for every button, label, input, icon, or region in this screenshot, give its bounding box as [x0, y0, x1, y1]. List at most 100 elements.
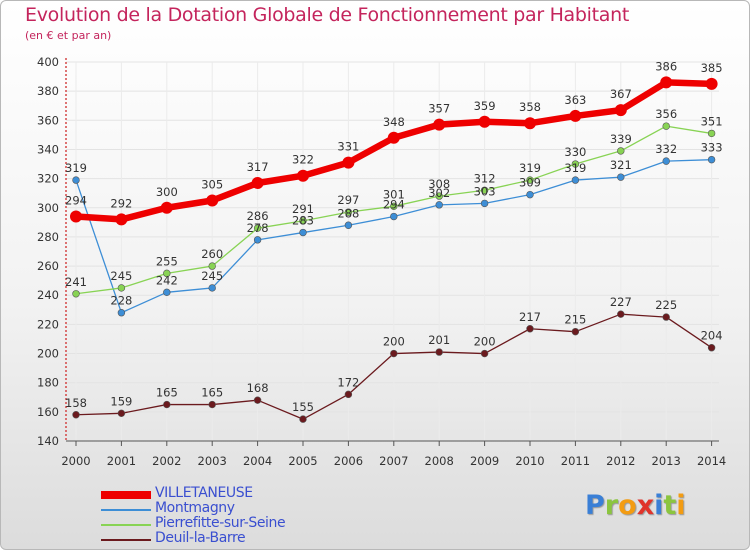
logo-letter: P	[585, 490, 605, 521]
data-label-pierrefitte-2006: 297	[337, 193, 359, 207]
y-tick-label-200: 200	[37, 347, 59, 361]
data-label-deuil-2004: 168	[247, 381, 269, 395]
data-label-villetaneuse-2011: 363	[564, 93, 586, 107]
logo-letter: r	[604, 490, 619, 521]
gridlines	[66, 61, 719, 442]
data-label-deuil-2010: 217	[519, 310, 541, 324]
data-label-montmagny-2014: 333	[701, 141, 723, 155]
point-deuil-2008	[435, 348, 443, 356]
point-villetaneuse-2011	[569, 109, 582, 122]
y-tick-label-340: 340	[37, 142, 59, 156]
point-pierrefitte-2011	[571, 160, 580, 168]
point-deuil-2007	[390, 349, 398, 358]
data-label-montmagny-2013: 332	[655, 142, 677, 156]
point-deuil-2005	[299, 415, 307, 423]
data-label-villetaneuse-2007: 348	[383, 115, 405, 129]
y-tick-label-280: 280	[37, 230, 59, 244]
legend-swatch-deuil	[101, 539, 151, 541]
point-pierrefitte-2001	[117, 284, 126, 292]
point-villetaneuse-2012	[614, 104, 627, 117]
x-tick-label-2005: 2005	[288, 454, 317, 468]
point-pierrefitte-2006	[344, 208, 353, 216]
data-label-villetaneuse-2004: 317	[247, 160, 269, 174]
x-tick-label-2006: 2006	[334, 454, 363, 468]
legend-swatch-pierrefitte	[101, 524, 151, 526]
point-villetaneuse-2000	[70, 210, 82, 223]
data-label-villetaneuse-2012: 367	[610, 87, 632, 101]
data-label-deuil-2014: 204	[701, 329, 723, 343]
point-pierrefitte-2010	[526, 176, 534, 184]
data-label-pierrefitte-2002: 255	[156, 254, 178, 268]
y-tick-label-260: 260	[37, 259, 59, 273]
data-label-deuil-2003: 165	[201, 386, 223, 400]
point-montmagny-2010	[526, 190, 534, 199]
data-label-pierrefitte-2009: 312	[474, 171, 496, 185]
logo-letter: i	[676, 490, 686, 521]
data-label-deuil-2012: 227	[610, 295, 632, 309]
point-villetaneuse-2002	[160, 201, 173, 214]
point-montmagny-2012	[617, 173, 625, 181]
point-villetaneuse-2006	[342, 156, 355, 169]
data-label-pierrefitte-2000: 241	[65, 275, 87, 289]
data-label-pierrefitte-2001: 245	[110, 269, 132, 283]
data-label-montmagny-2003: 245	[201, 269, 223, 283]
point-deuil-2014	[707, 344, 716, 352]
point-pierrefitte-2009	[480, 186, 489, 194]
point-montmagny-2004	[253, 236, 262, 244]
data-label-villetaneuse-2000: 294	[65, 194, 87, 208]
point-villetaneuse-2003	[206, 194, 219, 207]
point-deuil-2001	[117, 409, 126, 418]
logo-letter: t	[663, 490, 677, 521]
point-pierrefitte-2013	[662, 122, 670, 130]
chart-subtitle: (en € et par an)	[25, 29, 112, 42]
y-tick-label-300: 300	[37, 201, 59, 215]
x-tick-label-2004: 2004	[243, 454, 272, 468]
point-deuil-2013	[662, 313, 670, 321]
point-villetaneuse-2014	[705, 77, 718, 90]
logo-letter: o	[618, 490, 637, 521]
data-label-montmagny-2002: 242	[156, 273, 178, 287]
point-montmagny-2005	[299, 228, 307, 237]
data-label-deuil-2005: 155	[292, 400, 314, 414]
point-montmagny-2009	[480, 199, 489, 208]
point-pierrefitte-2014	[707, 129, 716, 138]
legend-swatch-montmagny	[101, 509, 151, 511]
point-deuil-2012	[617, 310, 625, 318]
data-label-pierrefitte-2003: 260	[201, 247, 223, 261]
y-tick-label-320: 320	[37, 172, 59, 186]
data-label-villetaneuse-2013: 386	[655, 59, 677, 73]
point-montmagny-2001	[117, 309, 126, 317]
point-montmagny-2008	[435, 201, 443, 209]
series-montmagny	[72, 155, 716, 317]
data-label-deuil-2013: 225	[655, 298, 677, 312]
data-label-deuil-2008: 201	[428, 333, 450, 347]
y-tick-label-360: 360	[37, 113, 59, 127]
data-label-deuil-2001: 159	[110, 394, 132, 408]
point-pierrefitte-2002	[163, 269, 171, 278]
series-villetaneuse	[70, 76, 718, 226]
data-label-montmagny-2004: 278	[247, 221, 269, 235]
data-label-villetaneuse-2006: 331	[337, 140, 359, 154]
point-deuil-2003	[208, 400, 216, 409]
y-tick-label-240: 240	[37, 288, 59, 302]
x-tick-label-2010: 2010	[515, 454, 544, 468]
point-montmagny-2002	[163, 288, 171, 297]
point-montmagny-2013	[662, 157, 670, 165]
series-lines	[70, 76, 718, 423]
point-deuil-2011	[571, 327, 580, 336]
data-label-montmagny-2006: 288	[337, 206, 359, 220]
y-tick-label-140: 140	[37, 434, 59, 448]
legend-label-villetaneuse: VILLETANEUSE	[155, 485, 253, 501]
point-montmagny-2014	[707, 155, 716, 164]
point-pierrefitte-2012	[617, 147, 625, 155]
proxiti-logo: Proxiti	[585, 490, 686, 521]
x-tick-label-2002: 2002	[152, 454, 181, 468]
point-deuil-2010	[526, 325, 534, 333]
point-villetaneuse-2005	[297, 169, 309, 182]
data-label-villetaneuse-2008: 357	[428, 102, 450, 116]
legend-label-pierrefitte: Pierrefitte-sur-Seine	[155, 515, 286, 531]
x-tick-label-2009: 2009	[470, 454, 499, 468]
data-label-villetaneuse-2003: 305	[201, 177, 223, 191]
data-label-pierrefitte-2005: 291	[292, 202, 314, 216]
x-tick-label-2008: 2008	[425, 454, 454, 468]
